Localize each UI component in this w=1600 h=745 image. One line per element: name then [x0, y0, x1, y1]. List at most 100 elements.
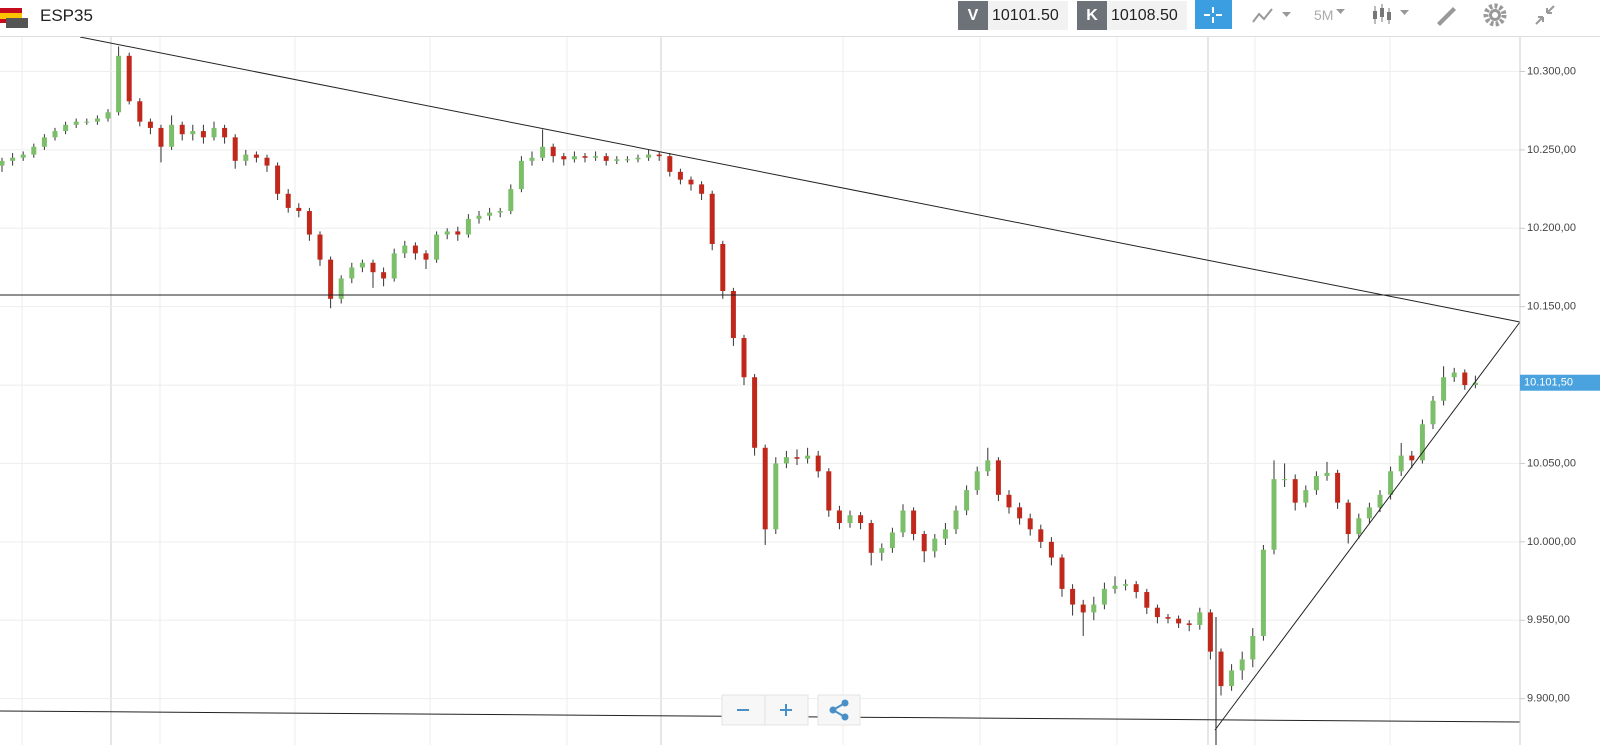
candle-body [783, 457, 789, 464]
settings-button[interactable] [1482, 2, 1508, 28]
candle-body [338, 278, 344, 299]
candle-body [84, 121, 90, 123]
candle-body [1282, 479, 1288, 481]
candle-body [253, 154, 259, 158]
y-tick-label: 10.000,00 [1527, 536, 1576, 548]
candle-body [942, 529, 948, 539]
candle-body [1419, 424, 1425, 461]
candle-body [805, 455, 811, 459]
candle-body [1451, 372, 1457, 378]
y-tick-label: 10.200,00 [1527, 222, 1576, 234]
candle-body [73, 121, 79, 125]
candle-body [858, 515, 864, 524]
chart: 9.900,00 9.950,00 10.000,00 10.050,00 10.150… [0, 37, 1600, 745]
candle-body [1229, 670, 1235, 687]
candle-body [1335, 472, 1341, 503]
trend-lines [0, 37, 1521, 745]
candle-body [1027, 518, 1033, 530]
candle-body [635, 157, 641, 160]
candle-body [1345, 502, 1351, 535]
candle-body [1239, 659, 1245, 671]
candle-body [995, 460, 1001, 495]
candle-body [540, 146, 546, 158]
candle-body [582, 156, 588, 158]
toolbar: ESP35 V 10101.50 K 10108.50 5M [0, 0, 1600, 37]
last-price-marker [1520, 374, 1600, 391]
candle-body [222, 127, 228, 138]
share-button[interactable] [829, 699, 849, 721]
candle-body [1218, 651, 1224, 687]
last-price-label: 10.101,50 [1524, 377, 1573, 389]
candle-body [688, 179, 694, 185]
candle-body [423, 253, 429, 260]
candle-body [52, 131, 58, 138]
candle-body [1038, 529, 1044, 542]
candle-body [41, 137, 47, 147]
candle-body [773, 463, 779, 530]
candle-body [0, 160, 5, 166]
candle-body [1472, 382, 1478, 386]
candle-body [762, 447, 768, 530]
candle-body [1430, 400, 1436, 425]
y-tick-label: 10.250,00 [1527, 144, 1576, 156]
y-tick-label: 10.300,00 [1527, 65, 1576, 77]
candle-body [1377, 494, 1383, 508]
candle-body [179, 124, 185, 135]
candle-body [1070, 588, 1076, 605]
candle-body [974, 471, 980, 491]
y-tick-label: 9.900,00 [1527, 693, 1570, 705]
day-separators [110, 37, 1209, 745]
y-tick-label: 9.950,00 [1527, 614, 1570, 626]
chart-type-button[interactable] [1250, 4, 1295, 26]
candle-body [741, 338, 747, 378]
candles-button[interactable] [1370, 2, 1415, 26]
candle-body [900, 510, 906, 533]
candle-body [699, 184, 705, 194]
candle-body [730, 290, 736, 339]
buy-price[interactable]: K 10108.50 [1077, 1, 1187, 30]
candle-body [275, 165, 281, 194]
candle-body [381, 272, 387, 279]
candle-body [1409, 455, 1415, 461]
price-axis [1520, 37, 1600, 745]
candle-body [667, 156, 673, 172]
candle-body [720, 243, 726, 291]
sell-price[interactable]: V 10101.50 [958, 1, 1068, 30]
zoom-controls [721, 694, 861, 726]
candle-body [1133, 584, 1139, 593]
candle-body [889, 532, 895, 549]
flag-icon [0, 8, 28, 28]
candle-body [1165, 617, 1171, 619]
candle-body [646, 154, 652, 158]
candle-body [815, 455, 821, 472]
candle-body [434, 234, 440, 260]
candle-body [444, 231, 450, 235]
candle-body [1101, 588, 1107, 605]
y-tick-label: 10.050,00 [1527, 457, 1576, 469]
candle-body [137, 101, 143, 122]
sell-value: 10101.50 [992, 7, 1059, 24]
timeframe[interactable]: 5M [1314, 7, 1334, 23]
zoom-in[interactable] [780, 704, 792, 716]
candle-body [603, 156, 609, 161]
crosshair-button[interactable] [1195, 0, 1232, 29]
draw-button[interactable] [1434, 3, 1458, 27]
candle-body [296, 207, 302, 212]
candle-body [1324, 472, 1330, 477]
candle-body [497, 211, 503, 213]
sell-label: V [958, 1, 988, 30]
candle-body [550, 146, 556, 157]
candle-body [1207, 612, 1213, 652]
candle-body [1260, 549, 1266, 636]
candle-body [1388, 471, 1394, 495]
candle-body [243, 154, 249, 161]
buy-value: 10108.50 [1111, 7, 1178, 24]
candle-body [911, 510, 917, 535]
candle-body [1048, 541, 1054, 558]
candle-body [826, 471, 832, 511]
candle-body [1176, 618, 1182, 624]
candle-body [20, 154, 26, 158]
collapse-button[interactable] [1532, 2, 1558, 28]
candle-body [465, 218, 471, 235]
candle-body [1059, 557, 1065, 589]
